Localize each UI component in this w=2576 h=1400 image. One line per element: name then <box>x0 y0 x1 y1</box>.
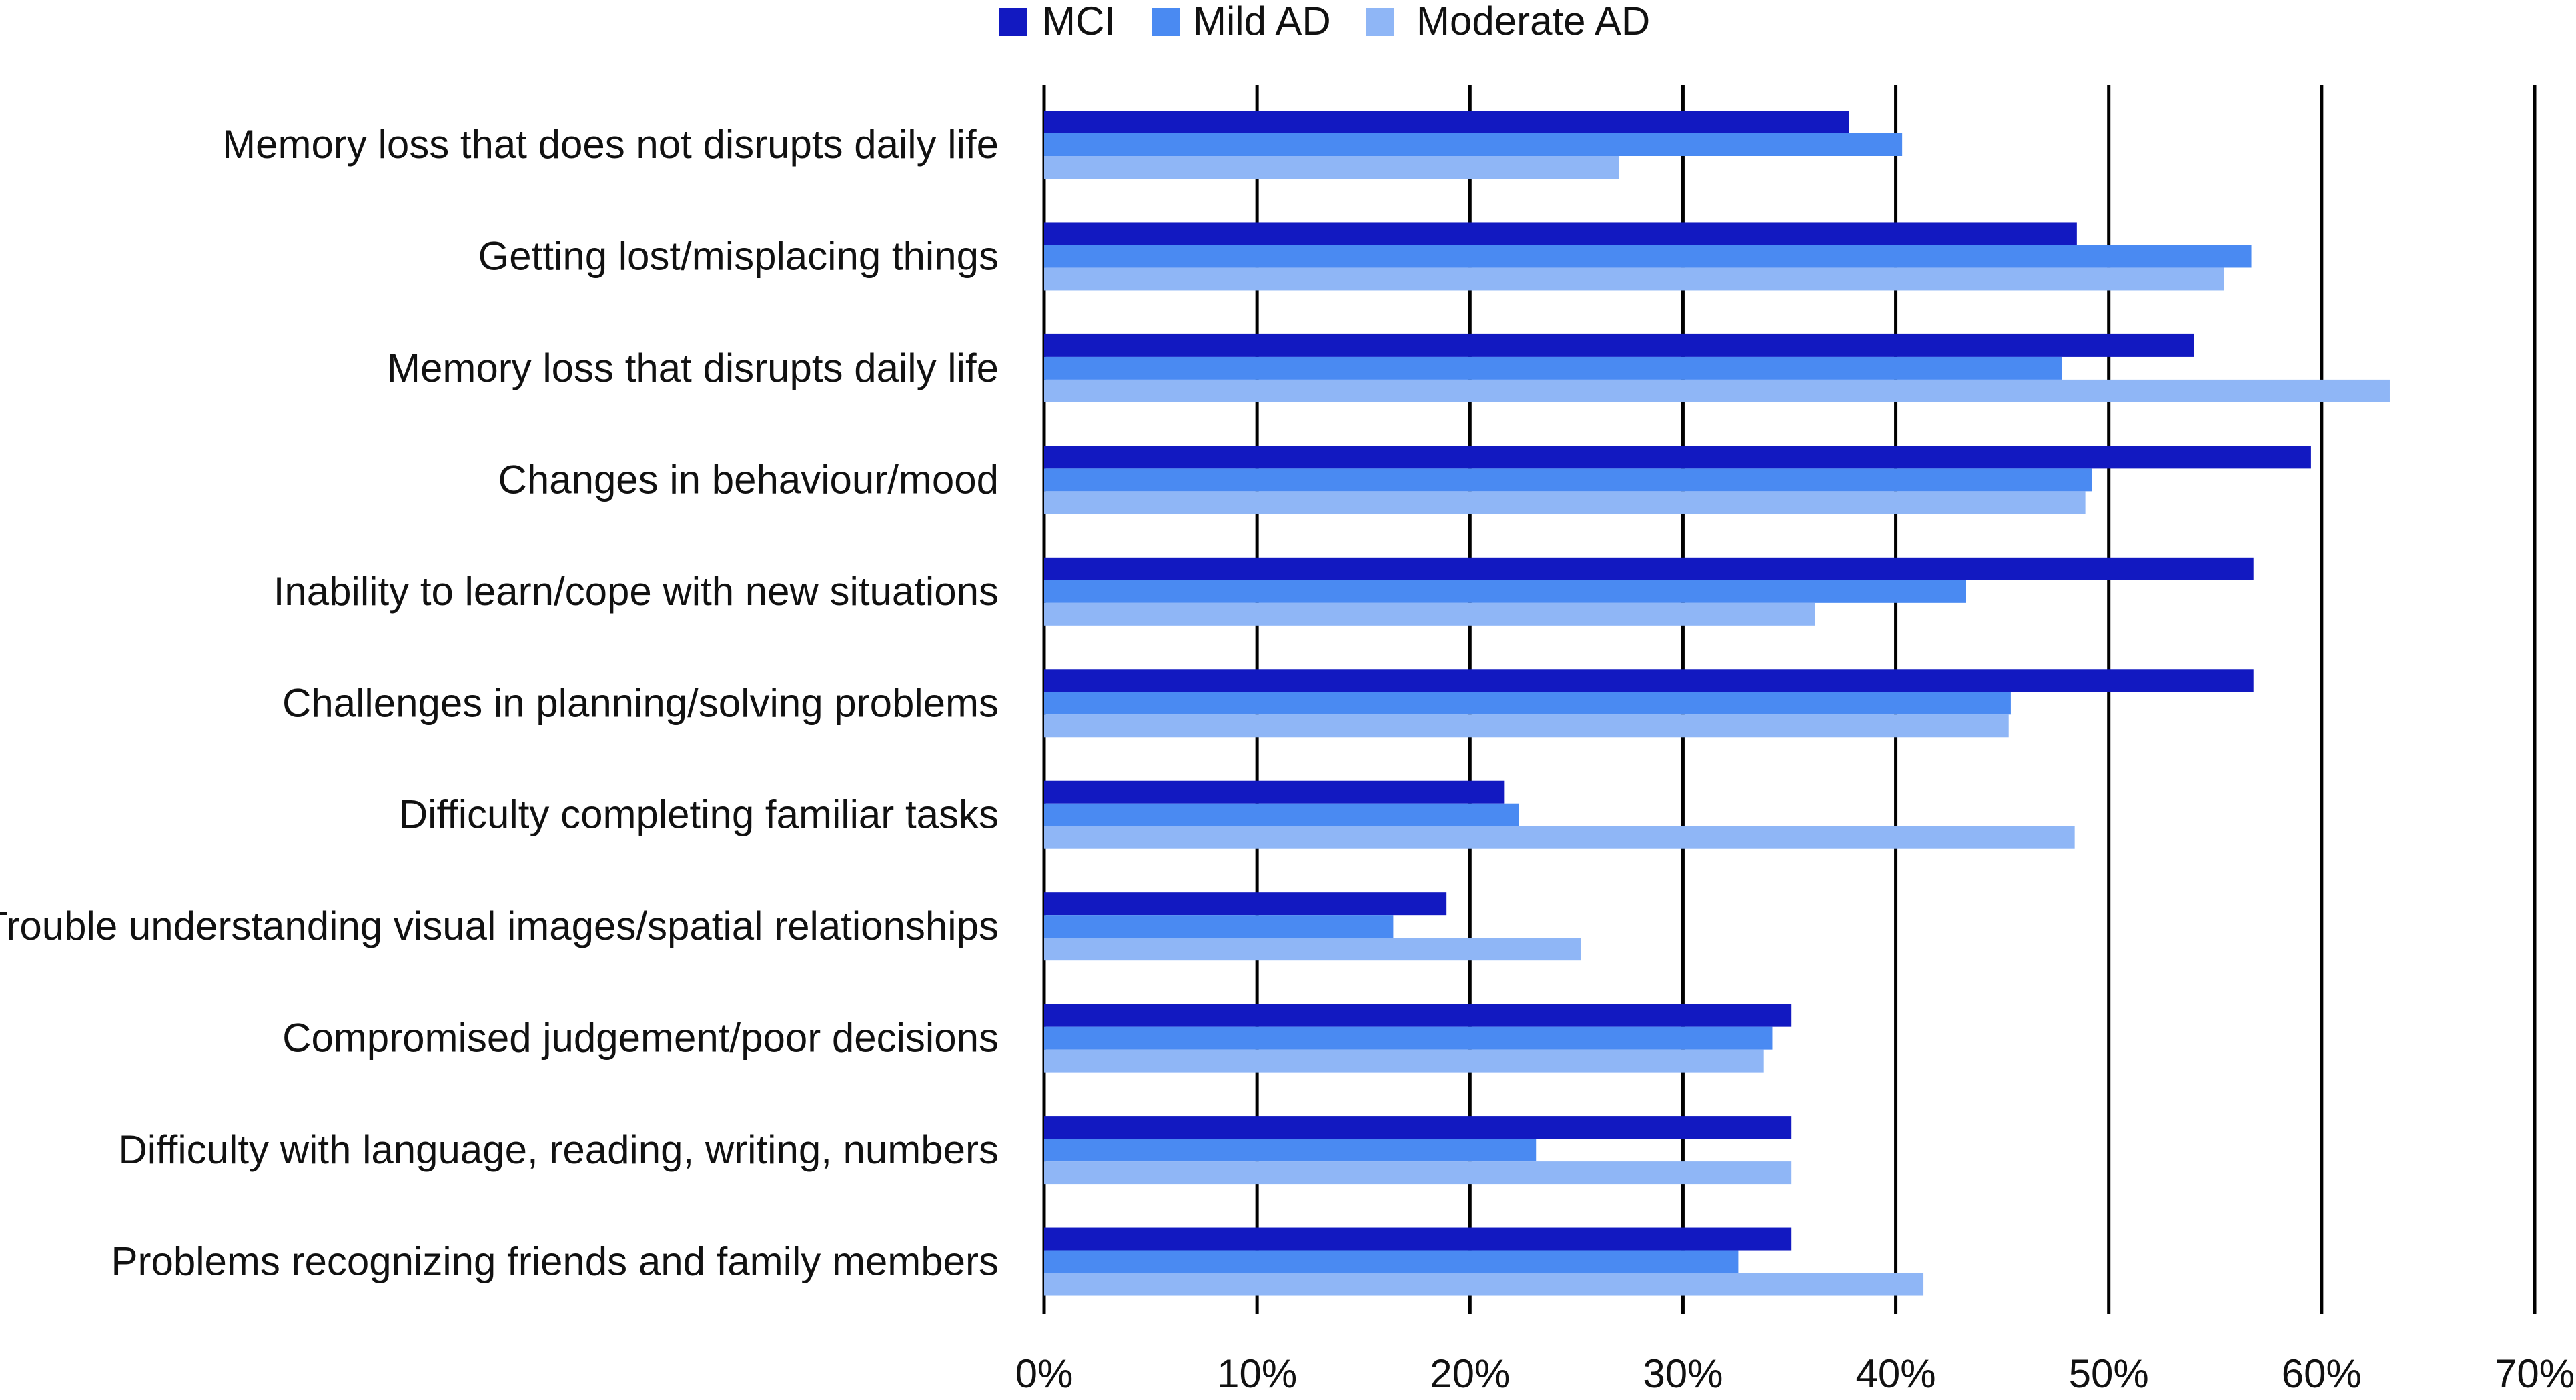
x-tick-labels: 0% 10% 20% 30% 40% 50% 60% 70% <box>1015 1351 2575 1396</box>
bar-mci-3 <box>1044 333 2194 357</box>
bar-mild-ad-4 <box>1044 468 2092 492</box>
x-tick-label: 70% <box>2495 1351 2575 1396</box>
bar-mild-ad-5 <box>1044 580 1966 603</box>
legend: MCI Mild AD Moderate AD <box>999 0 1650 43</box>
bar-mci-5 <box>1044 557 2254 580</box>
bar-mild-ad-1 <box>1044 133 1903 156</box>
x-tick-label: 50% <box>2069 1351 2149 1396</box>
bar-mild-ad-10 <box>1044 1139 1537 1162</box>
bar-mci-1 <box>1044 111 1849 133</box>
legend-label-mild-ad: Mild AD <box>1193 0 1331 43</box>
bar-mci-10 <box>1044 1116 1792 1139</box>
bar-moderate-ad-11 <box>1044 1273 1924 1296</box>
bar-mild-ad-3 <box>1044 356 2062 380</box>
bar-mild-ad-11 <box>1044 1250 1739 1273</box>
x-tick-label: 10% <box>1217 1351 1297 1396</box>
bar-mild-ad-8 <box>1044 915 1394 938</box>
category-label: Challenges in planning/solving problems <box>282 680 999 725</box>
bar-moderate-ad-7 <box>1044 826 2075 849</box>
legend-label-mci: MCI <box>1042 0 1116 43</box>
category-label: Memory loss that disrupts daily life <box>387 345 999 390</box>
category-label: Memory loss that does not disrupts daily… <box>222 122 999 167</box>
category-label: Problems recognizing friends and family … <box>111 1239 999 1284</box>
bar-moderate-ad-2 <box>1044 267 2224 291</box>
bar-moderate-ad-9 <box>1044 1049 1764 1073</box>
bar-mci-2 <box>1044 222 2077 245</box>
category-label: Trouble understanding visual images/spat… <box>0 904 999 948</box>
category-label: Changes in behaviour/mood <box>498 457 999 502</box>
category-label: Inability to learn/cope with new situati… <box>274 569 999 614</box>
bars <box>1044 111 2390 1296</box>
bar-mci-7 <box>1044 780 1505 804</box>
legend-swatch-mci <box>999 8 1027 36</box>
bar-mci-11 <box>1044 1227 1792 1251</box>
category-label: Difficulty with language, reading, writi… <box>118 1127 999 1172</box>
bar-mild-ad-2 <box>1044 245 2252 268</box>
bar-mild-ad-6 <box>1044 692 2011 715</box>
bar-moderate-ad-3 <box>1044 379 2390 402</box>
bar-mci-9 <box>1044 1004 1792 1027</box>
category-label: Getting lost/misplacing things <box>478 233 999 278</box>
category-labels: Memory loss that does not disrupts daily… <box>0 122 999 1284</box>
x-tick-label: 60% <box>2282 1351 2362 1396</box>
bar-moderate-ad-5 <box>1044 602 1815 626</box>
legend-swatch-moderate-ad <box>1366 8 1394 36</box>
bar-moderate-ad-10 <box>1044 1161 1792 1185</box>
bar-moderate-ad-4 <box>1044 491 2086 514</box>
legend-label-moderate-ad: Moderate AD <box>1416 0 1650 43</box>
bar-moderate-ad-1 <box>1044 156 1619 179</box>
bar-moderate-ad-6 <box>1044 714 2009 738</box>
bar-mild-ad-9 <box>1044 1026 1773 1050</box>
bar-mild-ad-7 <box>1044 803 1519 826</box>
x-tick-label: 30% <box>1643 1351 1723 1396</box>
category-label: Difficulty completing familiar tasks <box>399 792 999 837</box>
x-tick-label: 0% <box>1015 1351 1074 1396</box>
bar-moderate-ad-8 <box>1044 938 1581 961</box>
category-label: Compromised judgement/poor decisions <box>282 1016 999 1061</box>
bar-mci-8 <box>1044 892 1447 916</box>
bar-mci-6 <box>1044 669 2254 692</box>
legend-swatch-mild-ad <box>1152 8 1180 36</box>
bar-mci-4 <box>1044 446 2311 469</box>
x-tick-label: 40% <box>1856 1351 1936 1396</box>
x-tick-label: 20% <box>1430 1351 1510 1396</box>
